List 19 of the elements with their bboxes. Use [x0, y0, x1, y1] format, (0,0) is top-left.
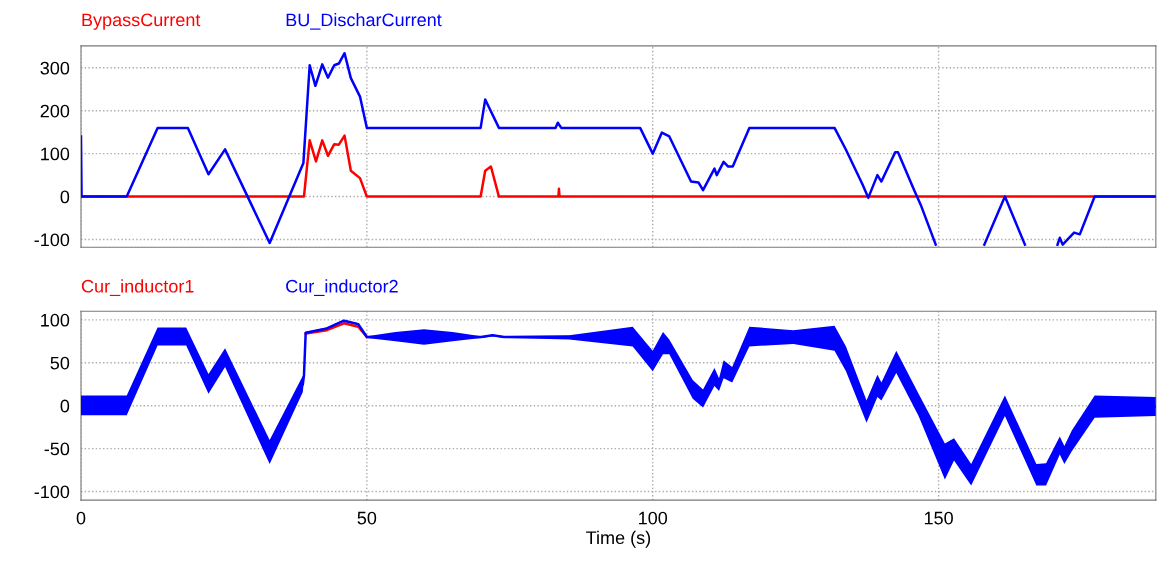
y-tick-label: 50 — [50, 356, 70, 370]
x-tick-label: 0 — [76, 511, 86, 525]
y-tick-label: -100 — [34, 233, 70, 247]
x-tick-label: 100 — [639, 511, 668, 525]
text: Cur_inductor1 — [81, 279, 194, 297]
x-axis-title: Time (s) — [586, 530, 651, 548]
x-tick-label: 50 — [357, 511, 377, 525]
y-tick-label: 100 — [41, 313, 70, 327]
y-tick-label: -100 — [34, 485, 70, 499]
x-tick-label: 150 — [924, 511, 953, 525]
y-tick-label: 300 — [40, 61, 70, 75]
y-tick-label: 100 — [41, 147, 70, 161]
y-tick-label: 200 — [40, 104, 70, 118]
y-tick-label: 0 — [60, 399, 70, 413]
text: BypassCurrent — [82, 13, 201, 30]
series-label: Cur_inductor2 — [286, 279, 398, 297]
y-tick-label: -50 — [44, 442, 70, 456]
text: BU_DischarCurrent — [286, 12, 442, 30]
y-tick-label: 0 — [60, 190, 70, 204]
